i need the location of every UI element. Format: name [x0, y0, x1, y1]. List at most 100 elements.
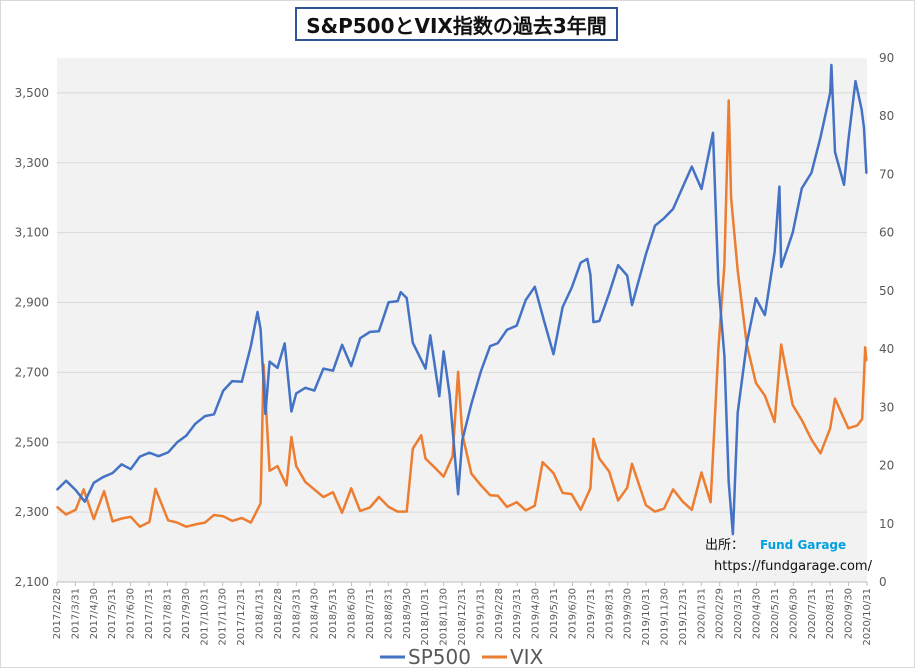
data-point-vix	[103, 490, 105, 493]
data-point-sp500	[854, 80, 857, 82]
data-point-sp500	[626, 274, 628, 277]
right-axis-ticks: 0 10 20 30 40 50 60 70 80 90	[879, 51, 894, 589]
data-point-sp500	[489, 345, 491, 348]
data-point-sp500	[764, 314, 766, 316]
x-tick-label: 2017/4/30	[89, 588, 100, 639]
left-tick-label: 2,100	[15, 575, 49, 589]
x-tick-label: 2019/12/31	[678, 588, 689, 646]
data-point-sp500	[860, 108, 863, 111]
data-point-sp500	[723, 355, 726, 357]
data-point-vix	[589, 487, 592, 490]
data-point-sp500	[819, 136, 822, 139]
data-point-sp500	[592, 321, 595, 323]
data-point-sp500	[405, 297, 408, 299]
data-point-sp500	[290, 410, 293, 413]
x-tick-label: 2019/7/31	[586, 588, 597, 639]
data-point-sp500	[773, 251, 776, 253]
data-point-vix	[709, 501, 712, 504]
data-point-sp500	[387, 301, 390, 304]
data-point-sp500	[778, 185, 781, 188]
data-point-sp500	[56, 489, 58, 491]
x-tick-label: 2020/8/31	[825, 588, 836, 639]
data-point-vix	[598, 457, 601, 460]
right-tick-label: 30	[879, 400, 894, 414]
data-point-sp500	[834, 151, 836, 153]
x-tick-label: 2017/10/31	[199, 588, 210, 646]
data-point-vix	[56, 506, 58, 508]
x-tick-label: 2017/11/30	[218, 588, 229, 646]
data-point-sp500	[359, 337, 362, 340]
data-point-sp500	[801, 187, 803, 190]
data-point-vix	[285, 484, 288, 487]
data-point-sp500	[295, 392, 298, 395]
data-point-sp500	[167, 451, 169, 454]
data-point-sp500	[185, 434, 188, 437]
data-point-vix	[755, 382, 757, 384]
x-tick-label: 2019/3/31	[512, 588, 523, 639]
x-tick-label: 2018/2/28	[273, 588, 284, 639]
data-point-sp500	[561, 306, 564, 308]
x-tick-label: 2018/3/31	[291, 588, 302, 639]
data-point-sp500	[506, 329, 508, 331]
left-axis-ticks: 2,100 2,300 2,500 2,700 2,900 3,100 3,300 3,500	[15, 86, 49, 589]
right-tick-label: 60	[879, 226, 894, 240]
x-tick-label: 2019/8/31	[604, 588, 615, 639]
x-tick-label: 2018/1/31	[255, 588, 266, 639]
data-point-vix	[350, 487, 353, 490]
right-tick-label: 0	[879, 575, 887, 589]
data-point-vix	[442, 475, 445, 478]
data-point-vix	[631, 463, 633, 465]
data-point-sp500	[102, 476, 104, 479]
data-point-sp500	[304, 387, 307, 389]
data-point-vix	[626, 486, 628, 489]
x-tick-label: 2020/7/31	[807, 588, 818, 639]
data-point-vix	[313, 488, 316, 491]
data-point-vix	[241, 517, 243, 519]
data-point-vix	[290, 436, 293, 438]
data-point-vix	[341, 511, 343, 514]
data-point-sp500	[399, 291, 402, 293]
series-sp500	[56, 63, 868, 536]
left-tick-label: 2,500	[15, 435, 49, 449]
data-point-vix	[534, 504, 536, 507]
source-brand: Fund Garage	[760, 538, 846, 552]
data-point-sp500	[213, 413, 215, 416]
data-point-vix	[167, 519, 169, 522]
x-tick-label: 2017/12/31	[236, 588, 247, 646]
data-point-vix	[82, 488, 85, 491]
data-point-vix	[222, 515, 224, 517]
data-point-vix	[139, 525, 141, 528]
data-point-sp500	[470, 403, 473, 405]
data-point-sp500	[810, 172, 813, 174]
x-tick-label: 2018/5/31	[328, 588, 339, 639]
data-point-vix	[730, 196, 732, 199]
x-tick-label: 2018/9/30	[402, 588, 413, 639]
data-point-vix	[120, 517, 123, 520]
data-point-sp500	[672, 208, 674, 210]
data-point-sp500	[74, 489, 77, 491]
legend-label-sp500: SP500	[408, 645, 471, 668]
x-tick-label: 2019/11/30	[660, 588, 671, 646]
data-point-sp500	[645, 253, 647, 256]
x-tick-label: 2018/10/31	[420, 588, 431, 646]
x-tick-label: 2018/12/31	[457, 588, 468, 646]
data-point-vix	[412, 447, 414, 450]
data-point-sp500	[259, 328, 262, 331]
data-point-sp500	[313, 389, 316, 392]
data-point-sp500	[461, 439, 464, 442]
data-point-vix	[524, 509, 527, 512]
data-point-vix	[129, 516, 132, 518]
data-point-sp500	[654, 224, 656, 227]
data-point-vix	[154, 488, 157, 490]
data-point-sp500	[264, 413, 267, 415]
data-point-vix	[396, 510, 399, 513]
data-point-vix	[829, 427, 831, 430]
x-tick-label: 2018/8/31	[383, 588, 394, 639]
data-point-sp500	[830, 64, 833, 66]
data-point-vix	[736, 269, 739, 272]
data-point-vix	[663, 507, 665, 510]
data-point-sp500	[791, 231, 794, 234]
data-point-vix	[672, 488, 674, 491]
data-point-sp500	[712, 132, 714, 134]
data-point-sp500	[250, 345, 252, 347]
